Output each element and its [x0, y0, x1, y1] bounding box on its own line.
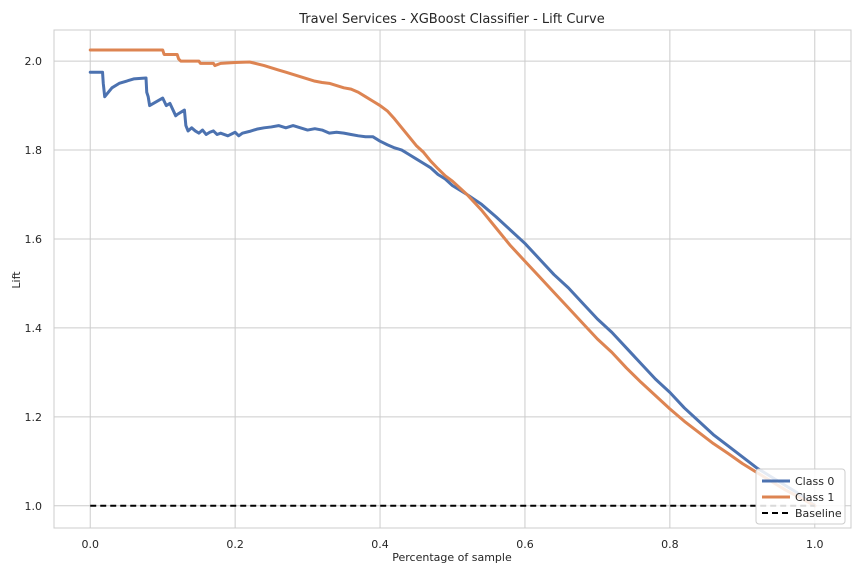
y-tick-label: 1.6	[25, 233, 43, 246]
y-tick-label: 1.8	[25, 144, 43, 157]
chart-title: Travel Services - XGBoost Classifier - L…	[298, 12, 604, 27]
y-tick-label: 1.4	[25, 322, 43, 335]
legend-box	[755, 468, 846, 525]
y-tick-label: 2.0	[25, 55, 43, 68]
y-tick-label: 1.2	[25, 411, 43, 424]
x-tick-label: 0.4	[371, 538, 389, 551]
x-tick-label: 0.8	[661, 538, 679, 551]
legend-label: Baseline	[795, 507, 842, 520]
x-tick-labels: 0.0 0.2 0.4 0.6 0.8 1.0	[81, 538, 823, 551]
x-tick-label: 0.0	[81, 538, 99, 551]
series-lines	[88, 48, 817, 508]
legend-label: Class 1	[795, 491, 834, 504]
x-tick-label: 0.2	[226, 538, 244, 551]
legend: Class 0 Class 1 Baseline	[755, 468, 846, 525]
y-tick-labels: 1.0 1.2 1.4 1.6 1.8 2.0	[25, 55, 43, 513]
series-line-class-0	[88, 70, 817, 508]
legend-label: Class 0	[795, 475, 834, 488]
x-tick-label: 0.6	[516, 538, 534, 551]
series-line-class-1	[88, 48, 817, 508]
y-axis-label: Lift	[10, 271, 23, 289]
x-tick-label: 1.0	[806, 538, 824, 551]
y-tick-label: 1.0	[25, 500, 43, 513]
legend-items: Class 0 Class 1 Baseline	[762, 475, 842, 520]
x-axis-label: Percentage of sample	[392, 551, 512, 564]
plot-frame	[53, 29, 852, 529]
